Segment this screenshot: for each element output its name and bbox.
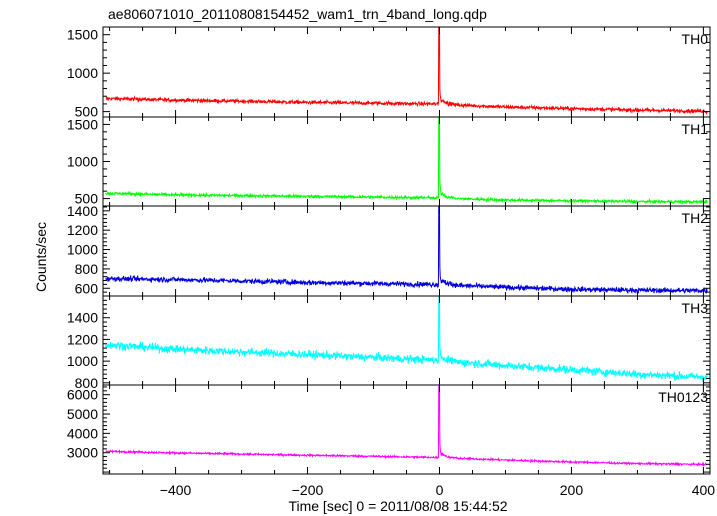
y-tick-label: 5000 xyxy=(67,406,98,422)
y-tick-label: 6000 xyxy=(67,387,98,403)
y-tick-label: 1000 xyxy=(67,65,98,81)
y-tick-label: 1500 xyxy=(67,116,98,132)
series-line-th0 xyxy=(105,27,708,115)
y-tick-label: 1400 xyxy=(67,310,98,326)
y-axis-label: Counts/sec xyxy=(33,222,49,292)
y-tick-label: 1200 xyxy=(67,222,98,238)
panel-label: TH2 xyxy=(682,210,709,226)
panel-frame xyxy=(102,116,711,207)
x-tick-label: −400 xyxy=(160,482,192,498)
panel-th0: 500 1000 1500 TH0 xyxy=(67,26,711,120)
chart-title: ae806071010_20110808154452_wam1_trn_4ban… xyxy=(108,6,487,22)
y-tick-label: 500 xyxy=(75,191,99,207)
panel-label: TH0 xyxy=(682,31,709,47)
panel-frame xyxy=(102,384,711,475)
y-tick-label: 1000 xyxy=(67,154,98,170)
y-tick-label: 600 xyxy=(75,280,99,296)
y-tick-label: 1400 xyxy=(67,203,98,219)
panels: 500 1000 1500 TH0 500 1000 1500 TH1 600 800 1000 12… xyxy=(67,26,716,498)
y-tick-label: 800 xyxy=(75,261,99,277)
y-tick-label: 1200 xyxy=(67,331,98,347)
x-tick-label: 200 xyxy=(560,482,584,498)
x-tick-label: −200 xyxy=(292,482,324,498)
panel-label: TH3 xyxy=(682,300,709,316)
panel-th3: 800 1000 1200 1400 TH3 xyxy=(67,295,711,391)
y-tick-label: 1000 xyxy=(67,242,98,258)
panel-th2: 600 800 1000 1200 1400 TH2 xyxy=(67,203,711,297)
y-tick-label: 3000 xyxy=(67,445,98,461)
x-axis-label: Time [sec] 0 = 2011/08/08 15:44:52 xyxy=(288,498,507,514)
panel-th0123: 3000 4000 5000 6000 TH0123 xyxy=(67,384,711,475)
y-tick-label: 800 xyxy=(75,375,99,391)
panel-label: TH0123 xyxy=(658,389,708,405)
series-line-th1 xyxy=(105,117,708,205)
y-tick-label: 4000 xyxy=(67,425,98,441)
y-tick-label: 500 xyxy=(75,104,99,120)
panel-th1: 500 1000 1500 TH1 xyxy=(67,116,711,207)
panel-label: TH1 xyxy=(682,121,709,137)
series-line-th0123 xyxy=(105,385,708,467)
x-tick-label: 0 xyxy=(436,482,444,498)
panel-frame xyxy=(102,205,711,297)
y-tick-label: 1000 xyxy=(67,353,98,369)
series-line-th3 xyxy=(105,296,708,382)
y-tick-label: 1500 xyxy=(67,27,98,43)
series-line-th2 xyxy=(105,206,708,295)
x-tick-label: 400 xyxy=(692,482,716,498)
